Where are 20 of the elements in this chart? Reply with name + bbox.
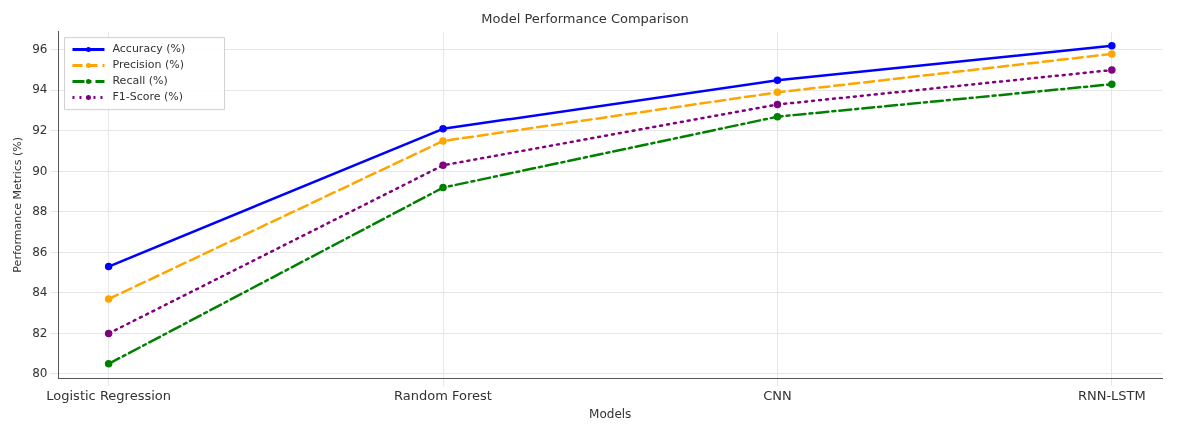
legend-label: Accuracy (%): [112, 42, 186, 56]
legend-label: Precision (%): [112, 58, 185, 72]
x-axis-title: Models: [589, 406, 632, 421]
y-tick-label: 88: [32, 204, 48, 219]
y-tick-label: 80: [32, 366, 48, 381]
x-tick-label: CNN: [763, 388, 792, 404]
y-tick-label: 82: [32, 325, 48, 340]
y-axis-title: Performance Metrics (%): [11, 136, 25, 273]
x-tick-label: Logistic Regression: [46, 388, 171, 404]
y-tick-label: 94: [32, 82, 48, 97]
x-tick-label: Random Forest: [394, 388, 492, 404]
chart-title: Model Performance Comparison: [481, 11, 689, 27]
y-tick-label: 92: [32, 122, 48, 137]
y-tick-label: 90: [32, 163, 48, 178]
y-tick-label: 84: [32, 285, 48, 300]
y-tick-label: 96: [32, 41, 48, 56]
legend-label: F1-Score (%): [112, 90, 184, 104]
y-tick-label: 86: [32, 244, 48, 259]
x-tick-label: RNN-LSTM: [1077, 388, 1146, 404]
legend-label: Recall (%): [112, 74, 168, 88]
